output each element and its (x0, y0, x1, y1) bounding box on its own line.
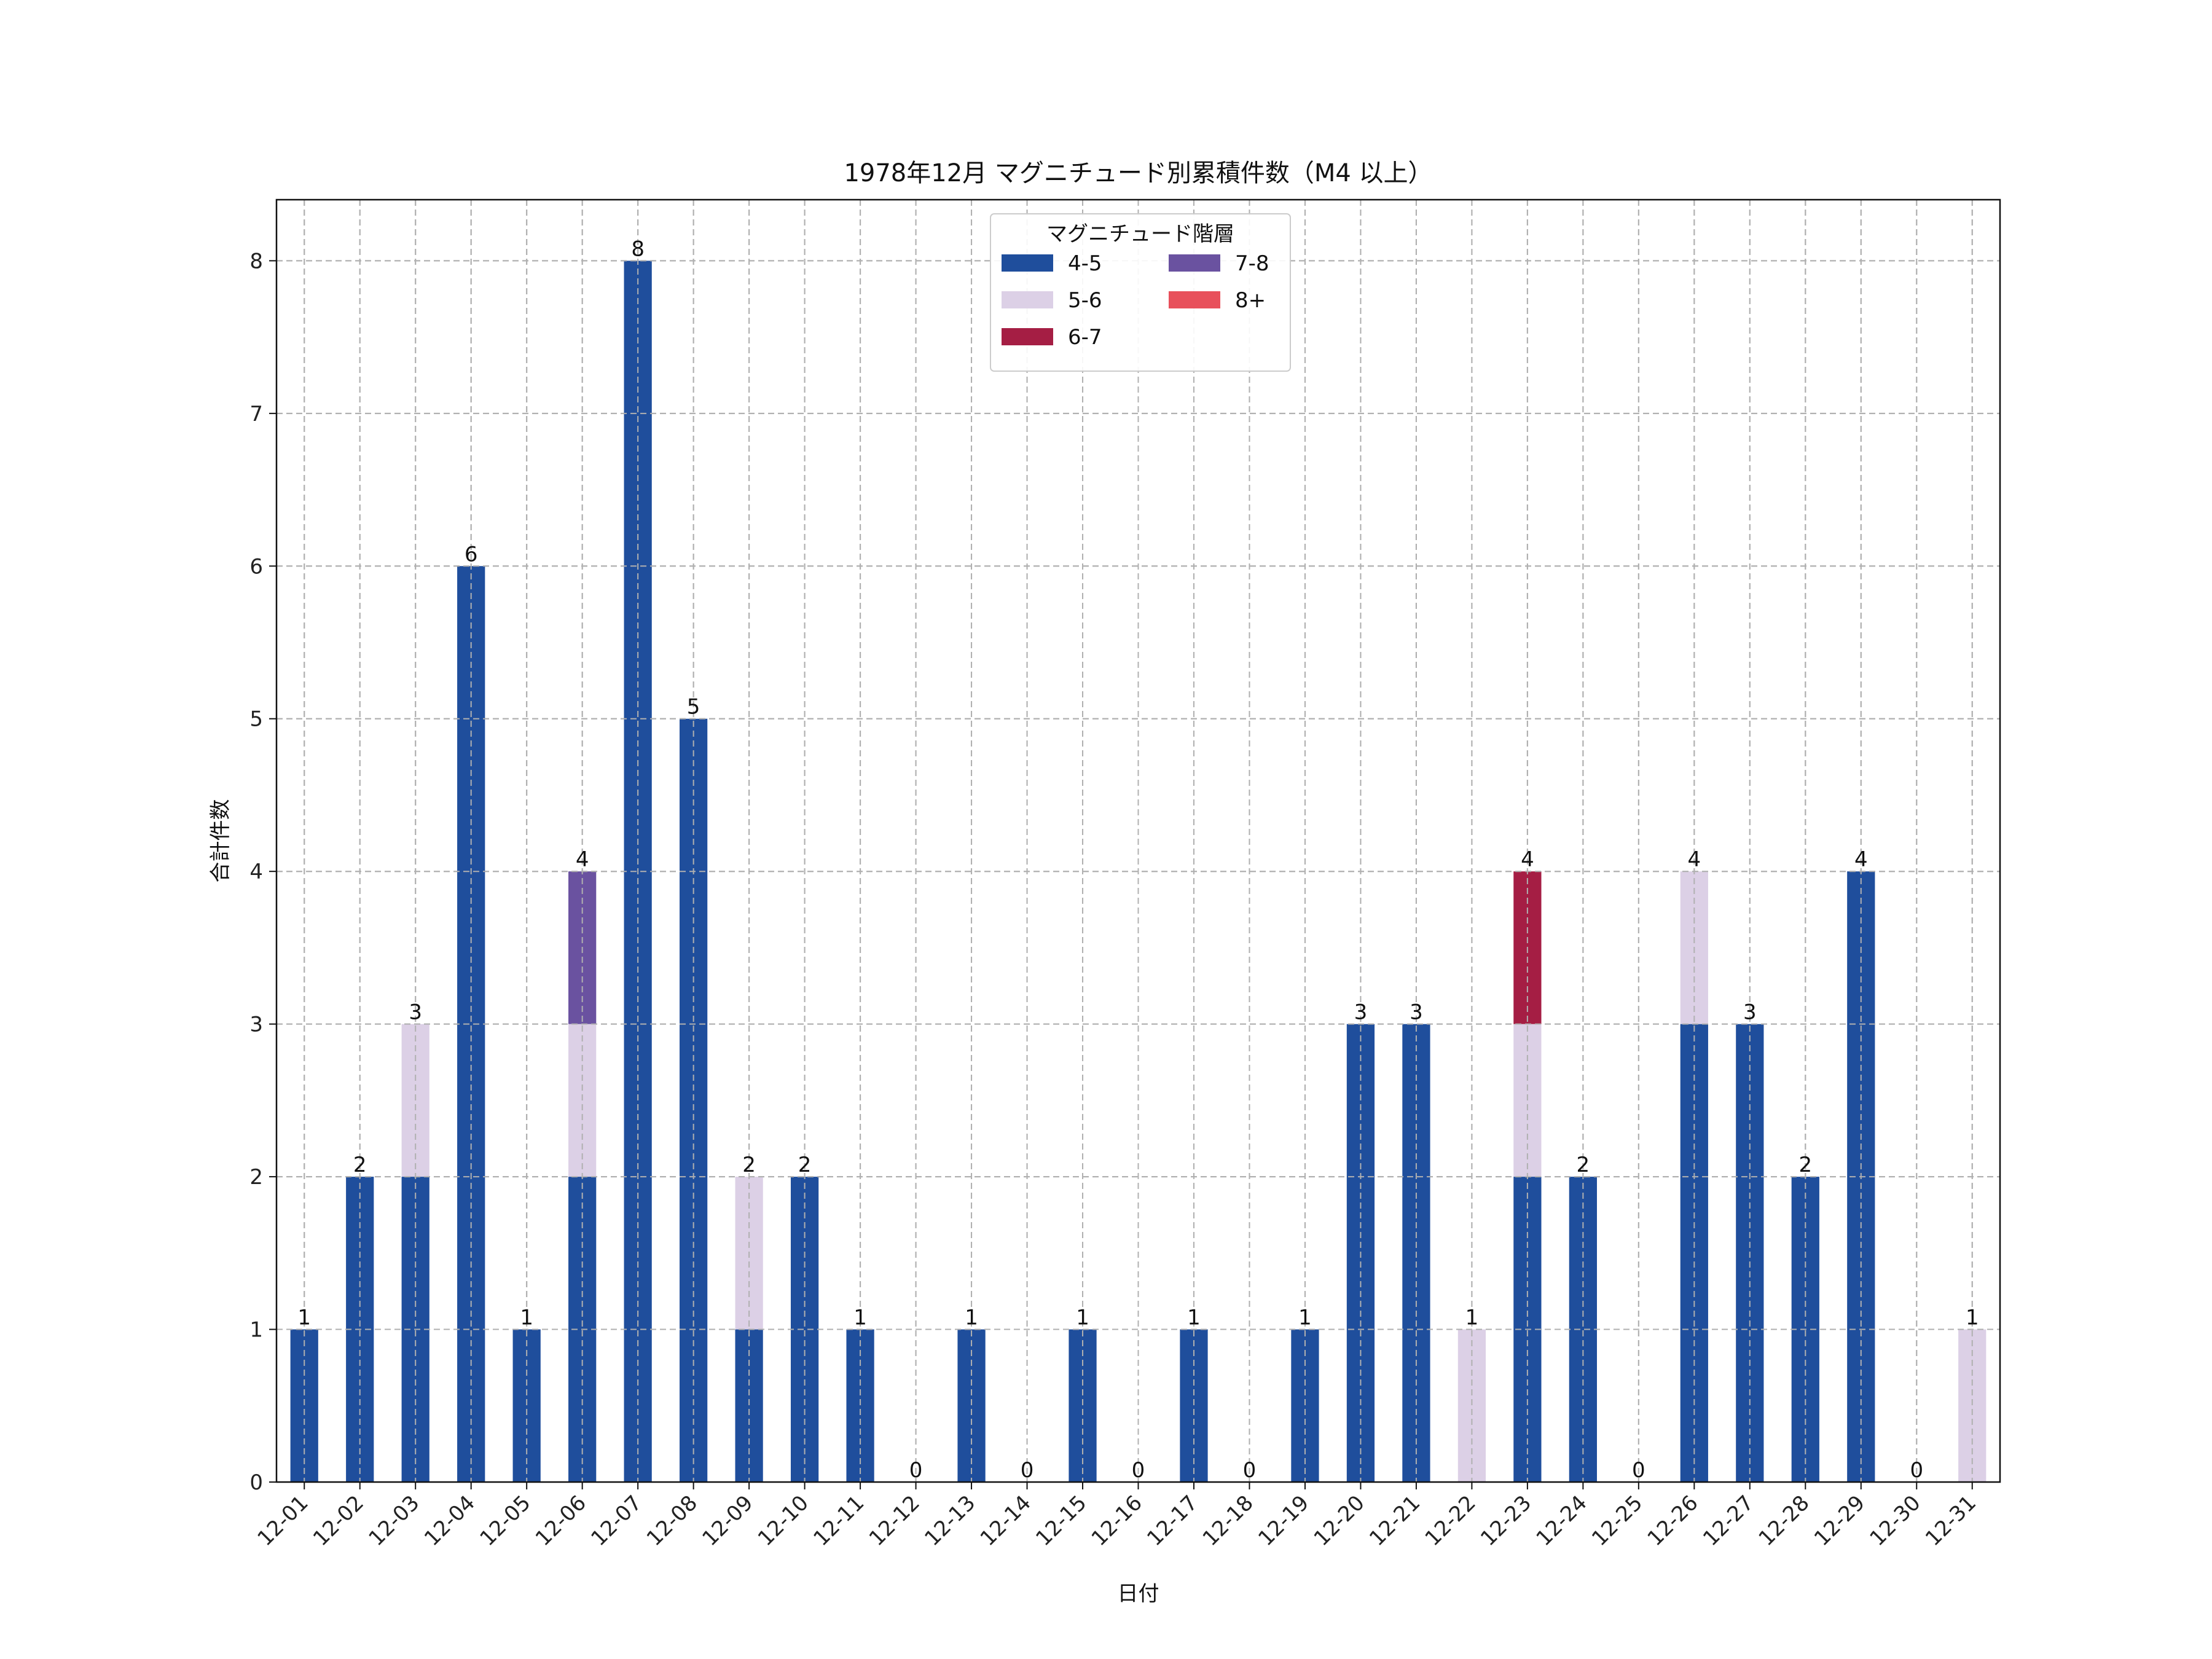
bar-total-label: 1 (1076, 1306, 1089, 1330)
bar-total-label: 0 (1243, 1458, 1257, 1483)
bar-total-label: 1 (1298, 1306, 1312, 1330)
legend-label-6-7: 6-7 (1068, 325, 1102, 350)
bar-total-label: 4 (576, 847, 589, 872)
bar-total-label: 3 (1410, 1000, 1423, 1025)
bar-total-label: 2 (1577, 1153, 1590, 1177)
legend-swatch-6-7 (1002, 328, 1053, 345)
legend-swatch-4-5 (1002, 254, 1053, 272)
bar-total-label: 5 (687, 695, 700, 720)
legend-label-8+: 8+ (1235, 288, 1266, 313)
bar-total-label: 2 (798, 1153, 812, 1177)
bar-total-label: 3 (1743, 1000, 1757, 1025)
y-tick-label: 4 (249, 860, 263, 884)
chart-title: 1978年12月 マグニチュード別累積件数（M4 以上） (844, 159, 1432, 187)
bar-total-label: 2 (742, 1153, 756, 1177)
bar-total-label: 0 (1021, 1458, 1034, 1483)
legend-label-5-6: 5-6 (1068, 288, 1102, 313)
legend-swatch-5-6 (1002, 291, 1053, 308)
y-axis-label: 合計件数 (208, 799, 233, 883)
bar-total-label: 3 (1354, 1000, 1368, 1025)
bar-total-label: 1 (297, 1306, 311, 1330)
bar-total-label: 1 (965, 1306, 978, 1330)
legend-label-7-8: 7-8 (1235, 251, 1269, 276)
bar-total-label: 1 (520, 1306, 533, 1330)
y-tick-label: 3 (249, 1013, 263, 1037)
y-axis: 0 1 2 3 4 5 6 7 8 (249, 249, 276, 1495)
bar-total-label: 1 (853, 1306, 867, 1330)
y-tick-label: 6 (249, 554, 263, 579)
y-tick-label: 8 (249, 249, 263, 273)
legend-box (990, 213, 1291, 372)
bar-segment-4-5 (457, 566, 485, 1483)
y-tick-label: 7 (249, 402, 263, 426)
y-tick-label: 0 (249, 1470, 263, 1495)
bar-total-label: 2 (1798, 1153, 1812, 1177)
bar-total-label: 4 (1688, 847, 1701, 872)
bar-total-label: 4 (1521, 847, 1534, 872)
bar-total-label: 0 (1132, 1458, 1145, 1483)
data-labels: 1 2 3 6 1 4 8 5 2 2 1 0 1 0 1 0 1 0 1 3 3 1 4 2 0 4 3 2 4 0 1 (297, 237, 1979, 1483)
bar-total-label: 8 (631, 237, 645, 261)
bar-total-label: 0 (1632, 1458, 1645, 1483)
bar-total-label: 0 (909, 1458, 923, 1483)
bar-total-label: 6 (465, 542, 478, 567)
y-tick-label: 5 (249, 707, 263, 732)
y-tick-label: 2 (249, 1165, 263, 1190)
bar-total-label: 1 (1187, 1306, 1201, 1330)
legend-title: マグニチュード階層 (1046, 222, 1234, 246)
bar-total-label: 4 (1854, 847, 1868, 872)
bar-total-label: 3 (409, 1000, 422, 1025)
x-axis-label: 日付 (1118, 1582, 1159, 1606)
legend: マグニチュード階層 4-5 5-6 6-7 7-8 8+ (990, 213, 1291, 372)
bar-total-label: 2 (353, 1153, 367, 1177)
bar-total-label: 1 (1465, 1306, 1479, 1330)
legend-swatch-8+ (1169, 291, 1220, 308)
legend-label-4-5: 4-5 (1068, 251, 1102, 276)
y-tick-label: 1 (249, 1318, 263, 1343)
legend-swatch-7-8 (1169, 254, 1220, 272)
bar-total-label: 0 (1910, 1458, 1923, 1483)
bar-total-label: 1 (1966, 1306, 1979, 1330)
